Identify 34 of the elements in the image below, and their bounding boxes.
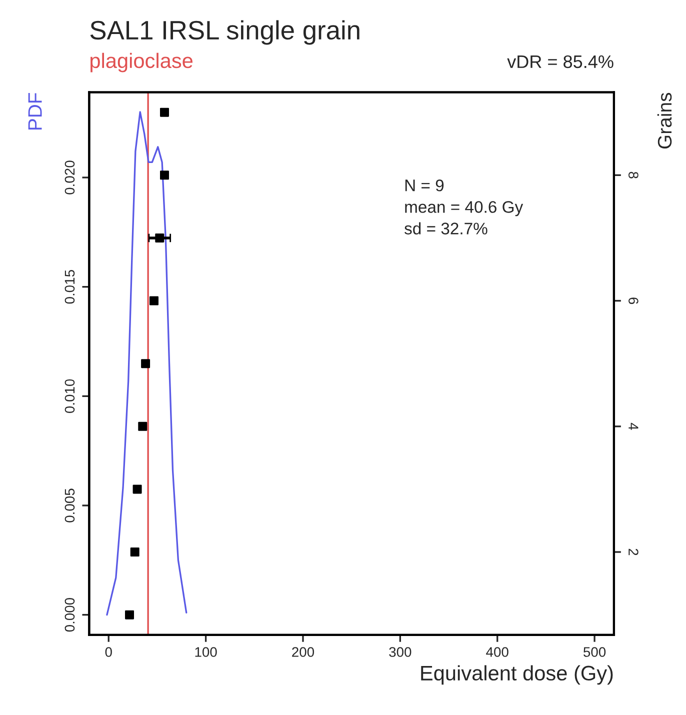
point — [125, 610, 134, 620]
x-tick-label: 0 — [105, 647, 112, 657]
line-series — [106, 111, 188, 616]
point — [138, 422, 148, 431]
x-tick-label: 300 — [389, 647, 412, 657]
point — [130, 548, 140, 557]
y2-tick-label: 6 — [628, 298, 638, 304]
annotation: mean = 40.6 Gy — [405, 201, 524, 216]
point — [141, 359, 150, 368]
text: vDR = 85.4% — [507, 55, 614, 68]
y-tick-label: 0.000 — [64, 598, 75, 632]
point — [150, 296, 158, 306]
chart-subtitle: plagioclase — [90, 52, 192, 72]
y2-tick-label: 8 — [628, 172, 638, 178]
y2-tick-label: 4 — [628, 422, 638, 430]
y2-axis-title: Grains — [657, 92, 672, 149]
point — [160, 108, 169, 117]
x-tick-label: 500 — [584, 647, 606, 657]
y-tick-label: 0.005 — [64, 488, 75, 522]
y2-tick-label: 2 — [628, 548, 638, 556]
y-tick-label: 0.020 — [64, 160, 75, 194]
point — [160, 170, 169, 180]
point — [155, 233, 164, 242]
y-tick-label: 0.015 — [64, 270, 75, 304]
chart-title: SAL1 IRSL single grain — [90, 20, 360, 45]
x-tick-label: 100 — [195, 647, 217, 657]
annotation: sd = 32.7% — [404, 222, 488, 234]
x-tick-label: 200 — [292, 647, 314, 657]
x-tick-label: 400 — [486, 647, 508, 657]
x-axis-title: Equivalent dose (Gy) — [421, 665, 613, 685]
annotation: N = 9 — [405, 180, 444, 192]
point — [132, 484, 142, 494]
y-tick-label: 0.010 — [64, 379, 75, 413]
y-axis-title: PDF — [28, 93, 42, 130]
